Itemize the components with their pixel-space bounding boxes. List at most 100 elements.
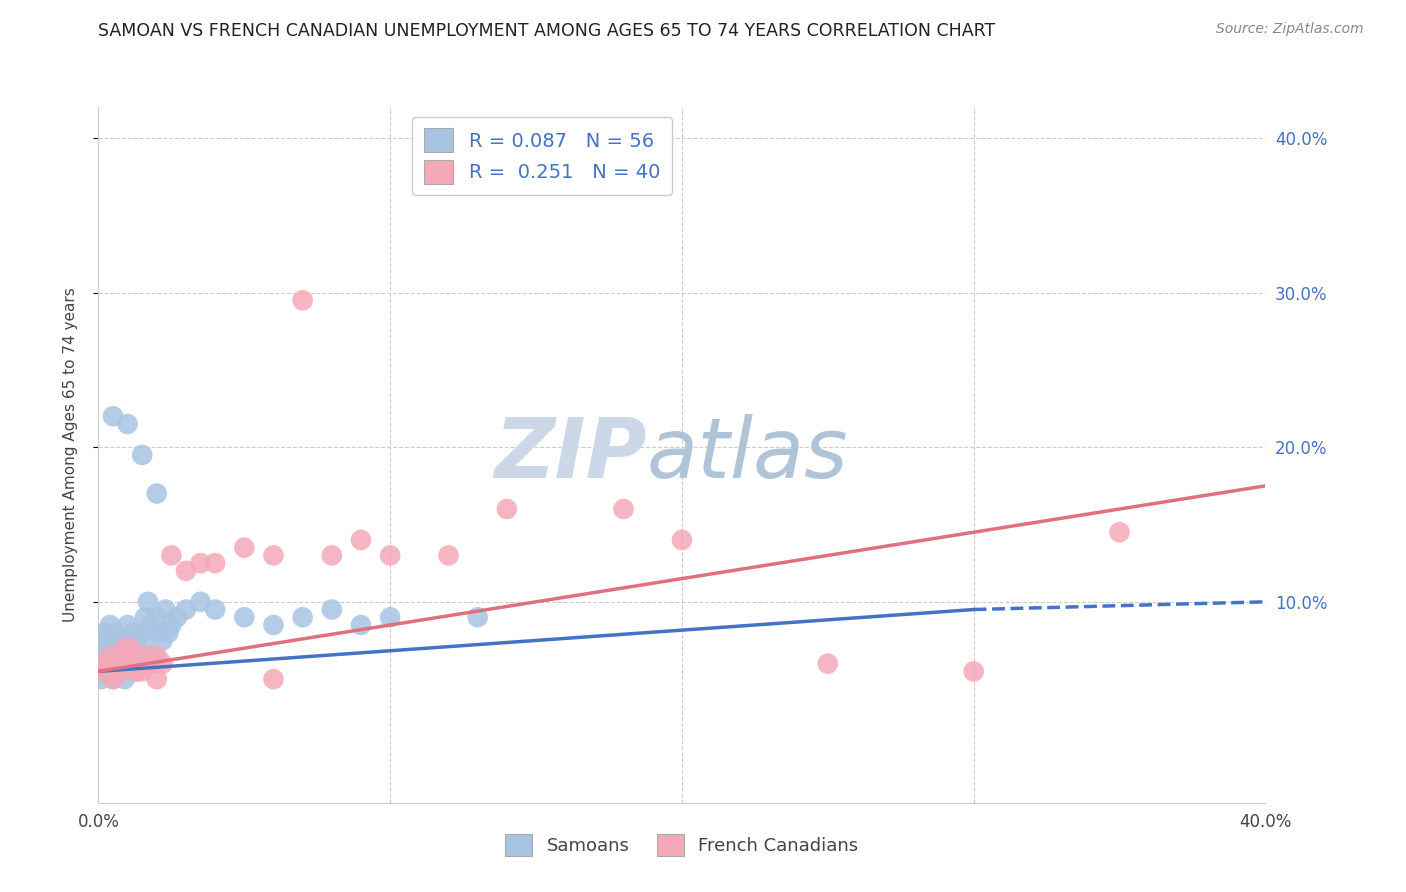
Point [378,610,402,624]
Text: atlas: atlas [647,415,849,495]
Point [149,625,172,640]
Point [962,665,984,679]
Point [131,648,153,663]
Point [134,648,156,663]
Point [108,665,131,679]
Point [101,409,124,424]
Point [87,657,110,671]
Point [142,648,165,663]
Point [155,602,177,616]
Point [87,657,110,671]
Point [612,502,634,516]
Point [125,633,148,648]
Point [262,549,284,563]
Point [101,672,124,686]
Point [98,648,121,663]
Point [174,602,197,616]
Point [108,641,131,656]
Point [350,533,373,547]
Point [160,618,183,632]
Point [131,625,153,640]
Point [122,657,145,671]
Point [111,665,134,679]
Point [98,618,121,632]
Point [350,618,373,632]
Point [114,641,136,656]
Point [146,486,169,500]
Point [1108,525,1130,540]
Point [111,657,134,671]
Text: SAMOAN VS FRENCH CANADIAN UNEMPLOYMENT AMONG AGES 65 TO 74 YEARS CORRELATION CHA: SAMOAN VS FRENCH CANADIAN UNEMPLOYMENT A… [98,22,995,40]
Point [90,633,112,648]
Point [93,648,115,663]
Point [120,633,142,648]
Point [233,610,256,624]
Point [139,618,162,632]
Point [166,610,188,624]
Point [96,665,118,679]
Point [98,657,121,671]
Point [291,293,314,308]
Point [122,625,145,640]
Point [204,556,226,570]
Point [93,665,115,679]
Point [108,665,131,679]
Point [437,549,460,563]
Legend: Samoans, French Canadians: Samoans, French Canadians [498,827,866,863]
Point [125,665,148,679]
Point [101,672,124,686]
Point [139,657,162,671]
Y-axis label: Unemployment Among Ages 65 to 74 years: Unemployment Among Ages 65 to 74 years [63,287,77,623]
Point [104,657,127,671]
Point [117,648,139,663]
Point [131,448,153,462]
Point [146,648,169,663]
Point [174,564,197,578]
Text: Source: ZipAtlas.com: Source: ZipAtlas.com [1216,22,1364,37]
Point [104,648,127,663]
Point [96,641,118,656]
Point [157,625,180,640]
Point [122,657,145,671]
Point [128,648,150,663]
Point [321,549,343,563]
Point [262,672,284,686]
Point [117,618,139,632]
Point [146,610,169,624]
Point [125,665,148,679]
Point [93,625,115,640]
Point [136,595,159,609]
Point [152,633,174,648]
Point [190,556,212,570]
Point [111,633,134,648]
Point [134,610,156,624]
Point [96,665,118,679]
Point [131,665,153,679]
Point [204,602,226,616]
Point [262,618,284,632]
Point [114,672,136,686]
Point [90,672,112,686]
Point [467,610,489,624]
Point [190,595,212,609]
Point [321,602,343,616]
Point [117,657,139,671]
Point [671,533,693,547]
Point [233,541,256,555]
Point [291,610,314,624]
Point [128,657,150,671]
Point [120,641,142,656]
Point [114,641,136,656]
Point [122,648,145,663]
Point [817,657,839,671]
Point [146,672,169,686]
Text: ZIP: ZIP [495,415,647,495]
Point [120,657,142,671]
Point [104,625,127,640]
Point [101,633,124,648]
Point [117,417,139,431]
Point [495,502,517,516]
Point [134,633,156,648]
Point [378,549,402,563]
Point [152,657,174,671]
